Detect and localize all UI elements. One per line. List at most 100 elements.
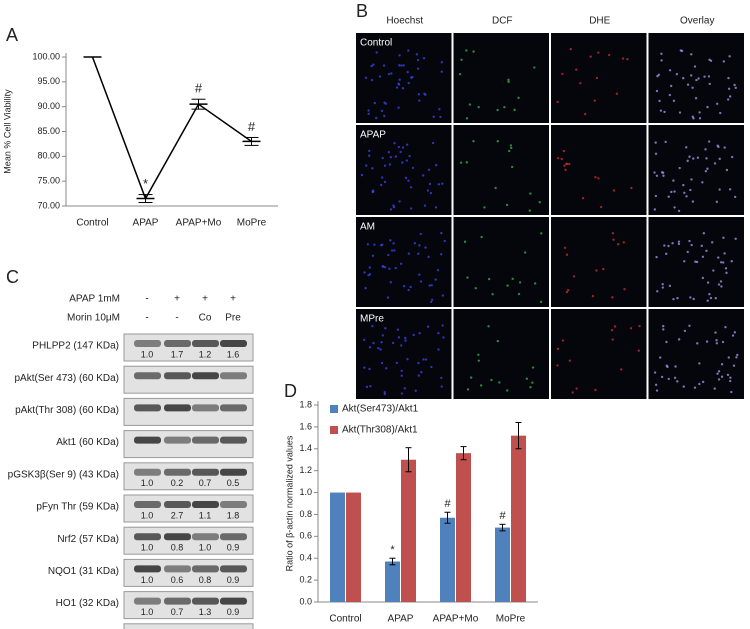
cell-dot [565,162,568,166]
cell-dot [610,329,614,332]
cell-dot [503,105,506,109]
annotation: # [444,498,451,510]
cell-dot [700,244,704,248]
cell-dot [398,64,401,67]
cell-dot [682,385,685,388]
cell-dot [675,72,679,76]
cell-dot [409,186,413,189]
cell-dot [367,154,371,157]
cell-dot [463,240,467,243]
cell-dot [387,150,390,154]
cell-dot [407,288,410,292]
cell-dot [375,51,378,54]
blot-strip [123,462,254,491]
cell-dot [696,342,699,345]
cell-dot [399,150,402,154]
cell-dot [676,380,679,383]
cell-dot [677,209,681,213]
cell-dot [659,109,663,112]
cell-dot [733,331,737,334]
cell-dot [436,268,440,272]
cell-dot [401,161,404,164]
cell-dot [718,157,721,161]
cell-dot [730,390,733,394]
cell-dot [509,144,513,147]
cell-dot [709,59,713,63]
cell-dot [620,368,623,371]
cell-dot [371,324,374,328]
cell-dot [407,179,410,182]
cell-dot [443,239,446,243]
cell-dot [607,53,611,57]
band-density: 0.9 [227,575,240,585]
cell-dot [656,75,659,78]
panel-label: D [284,381,297,401]
band-density: 1.0 [141,543,154,553]
cell-dot [393,142,396,145]
row-label: Control [360,38,392,49]
cell-dot [523,251,527,254]
cell-dot [437,348,440,351]
cell-dot [392,204,395,207]
cell-dot [373,243,376,246]
blot-band [164,340,191,347]
cell-dot [386,296,390,299]
cell-dot [704,170,708,173]
cell-dot [698,382,701,386]
cell-dot [697,77,700,80]
y-tick-label: 1.0 [299,487,312,497]
band-density: 0.2 [171,478,184,488]
blot-band [220,468,247,476]
cell-dot [717,283,721,286]
y-tick-label: 90.00 [37,101,60,111]
cell-dot [403,336,407,340]
cell-dot [653,371,657,374]
cell-dot [719,261,723,264]
cell-dot [660,59,663,62]
cell-dot [686,159,689,163]
blot-strip [123,526,254,555]
lane-label: - [145,294,148,305]
cell-dot [398,54,401,57]
cell-dot [531,366,535,369]
lane-label: + [202,294,208,305]
cell-dot [692,117,695,120]
blot-label: Akt1 (60 KDa) [56,437,119,448]
band-density: 1.2 [199,349,212,359]
cell-dot [383,114,386,118]
cell-dot [711,241,714,244]
cell-dot [407,49,410,52]
cell-dot [556,347,560,351]
annotation: # [248,119,256,134]
cell-dot [381,243,384,246]
cell-dot [726,98,730,101]
cell-dot [421,174,425,177]
bar [511,435,526,602]
cell-dot [706,281,710,284]
blot-band [192,533,219,541]
cell-dot [701,276,705,280]
blot-band [134,404,161,412]
x-tick-label: Control [76,218,108,229]
column-header: Hoechst [386,16,423,27]
cell-dot [733,83,736,87]
cell-dot [370,64,373,68]
cell-dot [615,92,619,95]
band-density: 1.0 [141,510,154,520]
cell-dot [720,363,724,366]
cell-dot [689,296,692,299]
blot-band [192,565,219,573]
cell-dot [629,327,633,330]
cell-dot [698,362,701,365]
cell-dot [664,140,667,144]
cell-dot [683,329,687,333]
y-tick-label: 85.00 [37,126,60,136]
cell-dot [659,356,662,359]
cell-dot [408,154,411,158]
cell-dot [397,336,401,339]
cell-dot [706,167,709,170]
cell-dot [398,200,401,203]
cell-dot [417,252,420,255]
cell-dot [401,146,405,149]
cell-dot [429,300,433,304]
